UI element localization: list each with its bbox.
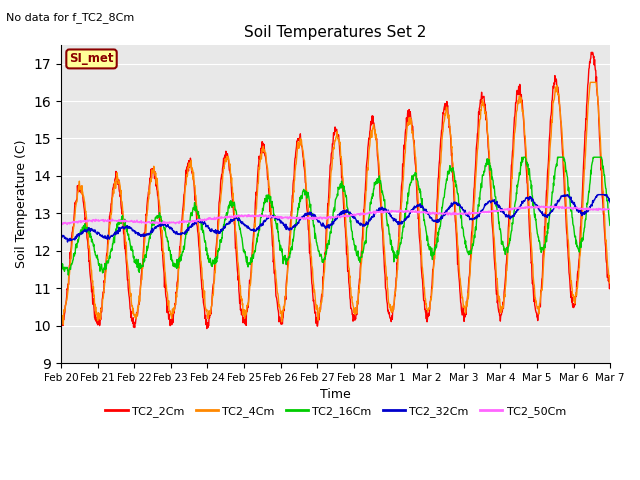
TC2_4Cm (541, 229, 549, 235)
TC2_4Cm (607, 280, 614, 286)
Text: No data for f_TC2_8Cm: No data for f_TC2_8Cm (6, 12, 134, 23)
TC2_50Cm (421, 209, 429, 215)
TC2_2Cm (166, 317, 173, 323)
Text: SI_met: SI_met (69, 52, 114, 65)
Y-axis label: Soil Temperature (C): Soil Temperature (C) (15, 140, 28, 268)
Legend: TC2_2Cm, TC2_4Cm, TC2_16Cm, TC2_32Cm, TC2_50Cm: TC2_2Cm, TC2_4Cm, TC2_16Cm, TC2_32Cm, TC… (101, 401, 570, 421)
TC2_32Cm (63, 239, 71, 245)
TC2_50Cm (166, 220, 174, 226)
Line: TC2_16Cm: TC2_16Cm (61, 157, 611, 275)
TC2_2Cm (588, 49, 595, 55)
TC2_4Cm (180, 207, 188, 213)
TC2_32Cm (241, 222, 249, 228)
TC2_50Cm (180, 220, 188, 226)
TC2_2Cm (607, 280, 614, 286)
TC2_50Cm (607, 207, 614, 213)
Line: TC2_32Cm: TC2_32Cm (61, 194, 611, 242)
TC2_16Cm (65, 272, 72, 278)
TC2_32Cm (493, 198, 500, 204)
TC2_32Cm (421, 207, 429, 213)
TC2_2Cm (203, 325, 211, 331)
TC2_32Cm (180, 230, 188, 236)
TC2_2Cm (493, 288, 500, 293)
TC2_16Cm (542, 239, 550, 244)
TC2_2Cm (241, 321, 249, 327)
TC2_2Cm (421, 306, 429, 312)
X-axis label: Time: Time (320, 388, 351, 401)
Title: Soil Temperatures Set 2: Soil Temperatures Set 2 (244, 24, 427, 39)
Line: TC2_50Cm: TC2_50Cm (61, 206, 611, 225)
TC2_50Cm (493, 208, 500, 214)
TC2_2Cm (541, 210, 549, 216)
TC2_32Cm (607, 200, 614, 205)
TC2_32Cm (57, 232, 65, 238)
TC2_50Cm (57, 220, 65, 226)
TC2_4Cm (421, 296, 429, 302)
TC2_2Cm (179, 204, 187, 209)
TC2_4Cm (493, 276, 500, 281)
TC2_4Cm (166, 308, 174, 314)
TC2_16Cm (607, 223, 614, 228)
TC2_32Cm (564, 192, 572, 197)
TC2_32Cm (541, 212, 549, 218)
TC2_50Cm (241, 212, 249, 218)
TC2_2Cm (57, 317, 65, 323)
TC2_50Cm (542, 204, 550, 210)
TC2_50Cm (63, 222, 71, 228)
TC2_4Cm (57, 314, 65, 320)
Line: TC2_4Cm: TC2_4Cm (61, 83, 611, 324)
TC2_4Cm (241, 312, 249, 318)
TC2_4Cm (587, 80, 595, 85)
TC2_16Cm (493, 205, 500, 211)
TC2_16Cm (180, 243, 188, 249)
TC2_16Cm (57, 262, 65, 267)
TC2_16Cm (518, 155, 526, 160)
TC2_4Cm (60, 322, 67, 327)
TC2_50Cm (535, 203, 543, 209)
Line: TC2_2Cm: TC2_2Cm (61, 52, 611, 328)
TC2_16Cm (166, 248, 174, 253)
TC2_32Cm (166, 226, 174, 231)
TC2_16Cm (421, 223, 429, 228)
TC2_16Cm (241, 249, 249, 254)
